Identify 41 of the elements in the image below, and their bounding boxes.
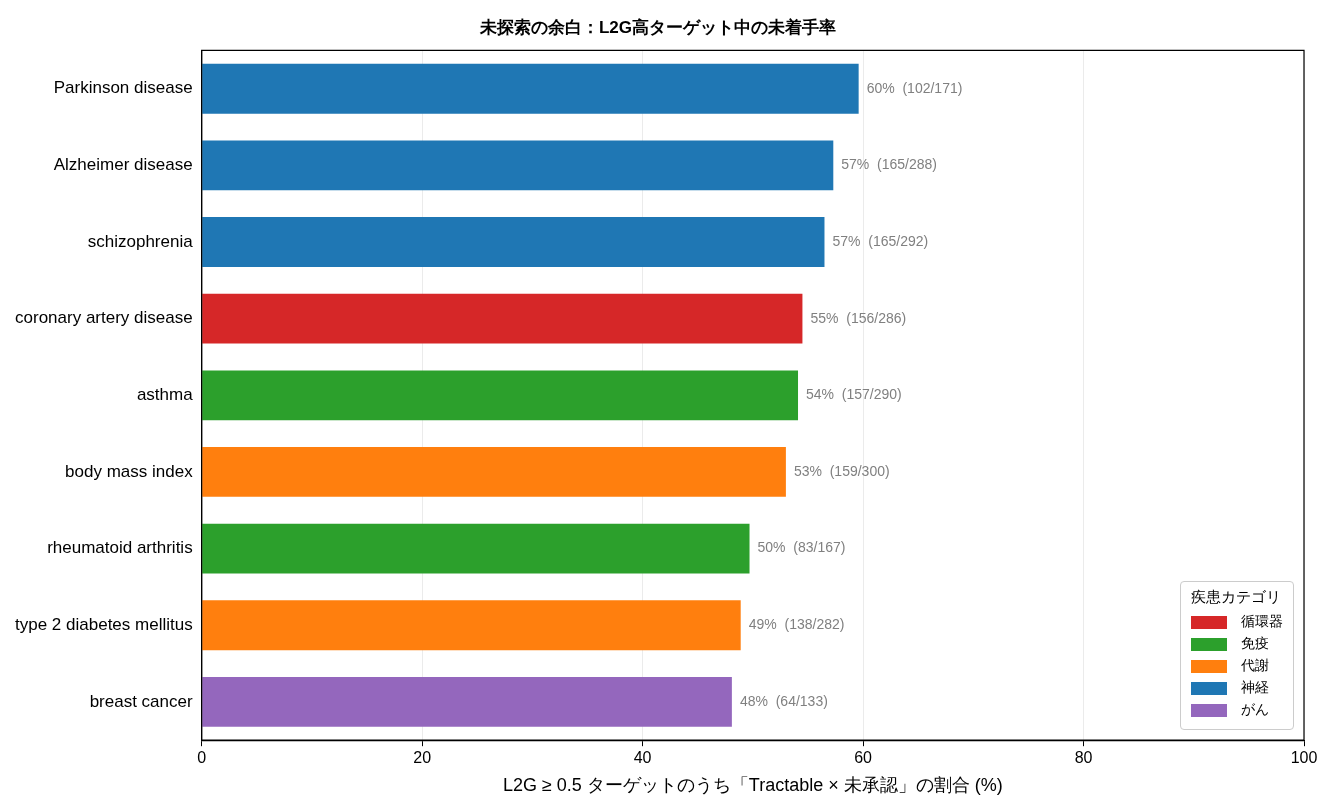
bar (202, 600, 741, 651)
y-tick-label: body mass index (65, 461, 194, 481)
y-tick-label: type 2 diabetes mellitus (15, 614, 193, 634)
data-label: 54% (157/290) (806, 386, 902, 403)
x-axis-title: L2G ≥ 0.5 ターゲットのうち「Tractable × 未承認」の割合 (%) (502, 775, 1003, 796)
bar (202, 140, 834, 191)
legend-label: 循環器 (1241, 613, 1283, 632)
legend-label: 神経 (1241, 679, 1269, 698)
x-tick-label: 20 (413, 749, 432, 767)
x-tick-label: 40 (633, 749, 652, 767)
data-label: 53% (159/300) (793, 462, 890, 479)
legend-label: 免疫 (1241, 635, 1269, 654)
y-tick-label: schizophrenia (87, 231, 194, 251)
data-label: 57% (165/288) (841, 156, 938, 173)
y-tick-label: Parkinson disease (53, 78, 193, 98)
chart-title: 未探索の余白：L2G高ターゲット中の未着手率 (478, 17, 837, 37)
data-label: 48% (64/133) (739, 692, 828, 709)
y-tick-label: asthma (136, 384, 194, 404)
legend-title: 疾患カテゴリ (1191, 588, 1282, 608)
bar (202, 293, 803, 344)
bar (202, 370, 799, 421)
bar (202, 447, 786, 497)
y-tick-label: breast cancer (89, 691, 193, 711)
data-label: 57% (165/292) (832, 232, 929, 249)
x-tick-label: 0 (197, 749, 207, 767)
bar (202, 676, 732, 727)
legend-label: 代謝 (1241, 657, 1269, 676)
legend-label: がん (1241, 701, 1269, 720)
x-tick-label: 60 (854, 749, 873, 767)
x-tick-label: 100 (1290, 749, 1318, 767)
y-tick-label: coronary artery disease (15, 308, 193, 328)
x-tick-label: 80 (1074, 749, 1093, 767)
data-label: 49% (138/282) (748, 616, 845, 633)
data-label: 50% (83/167) (757, 539, 846, 556)
data-label: 60% (102/171) (866, 79, 963, 96)
bar (202, 63, 859, 114)
y-tick-label: Alzheimer disease (53, 155, 193, 175)
bar (202, 523, 750, 574)
bar (202, 217, 825, 267)
data-label: 55% (156/286) (810, 309, 907, 326)
y-tick-label: rheumatoid arthritis (47, 538, 193, 558)
